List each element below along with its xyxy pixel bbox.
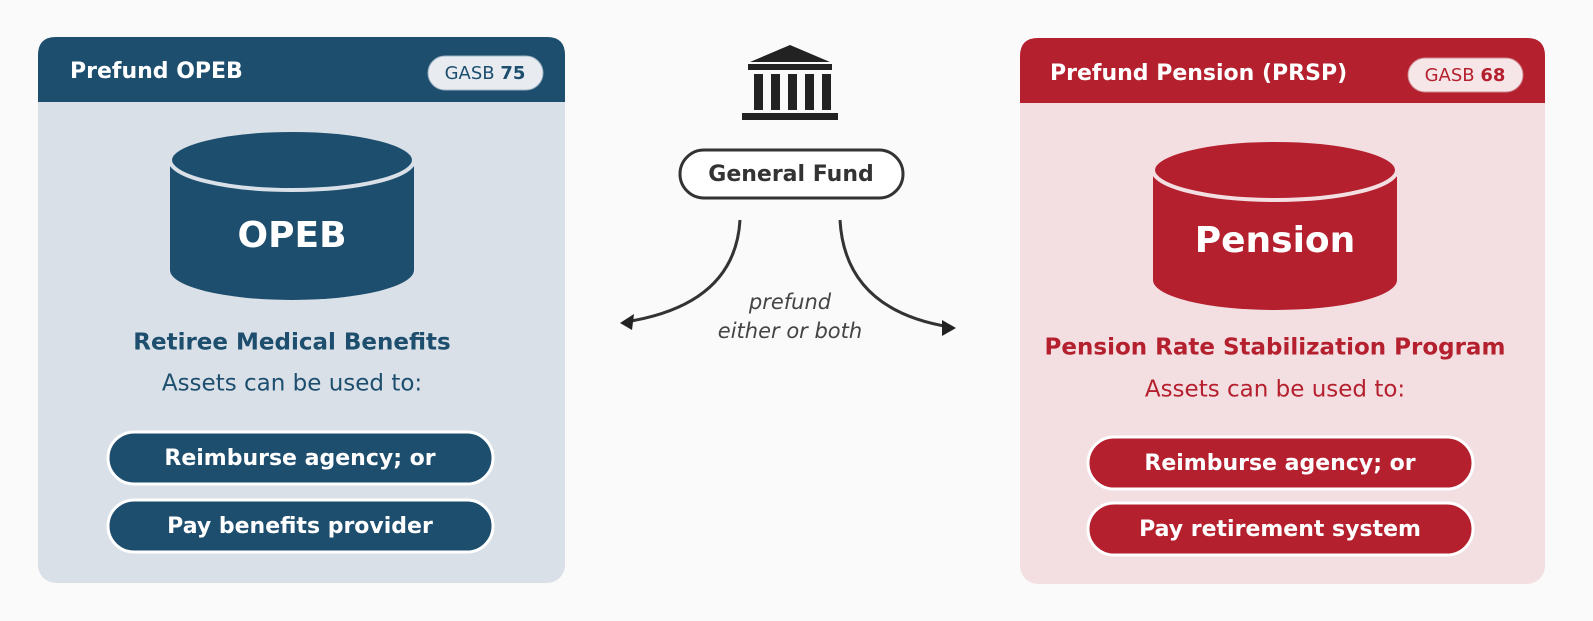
note-line: prefund	[748, 290, 832, 314]
panel-title: Prefund Pension (PRSP)	[1050, 61, 1347, 86]
drum-body	[1153, 170, 1397, 310]
intro: Assets can be used to:	[162, 371, 422, 397]
use-pill	[1086, 435, 1475, 491]
badge-prefix: GASB	[445, 63, 495, 84]
panel-title: Prefund OPEB	[70, 59, 243, 84]
use-text: Reimburse agency; or	[1144, 451, 1415, 476]
arrowhead	[942, 320, 956, 336]
badge-number: 75	[500, 63, 525, 84]
bank-base	[742, 113, 838, 120]
pension-panel: Prefund Pension (PRSP) GASB 68 Pension P…	[1020, 38, 1545, 584]
subtitle: Retiree Medical Benefits	[133, 330, 450, 356]
use-pill	[1086, 501, 1475, 557]
bank-column	[771, 74, 780, 110]
badge-text: GASB 75	[445, 63, 526, 84]
badge-number: 68	[1480, 65, 1505, 86]
bank-roof	[750, 45, 830, 62]
arrowhead	[620, 314, 634, 330]
drum-body	[170, 160, 414, 300]
use-text: Reimburse agency; or	[164, 446, 435, 471]
use-text: Pay benefits provider	[167, 514, 433, 539]
note-line: either or both	[718, 319, 862, 343]
opeb-panel: Prefund OPEB GASB 75 OPEB Retiree Medica…	[38, 37, 565, 583]
badge	[427, 55, 544, 91]
bank-beam	[748, 64, 832, 70]
use-pill	[106, 430, 495, 486]
badge	[1407, 57, 1524, 93]
subtitle: Pension Rate Stabilization Program	[1045, 335, 1506, 361]
general-fund: General Fund prefund either or both	[620, 45, 956, 343]
bank-column	[805, 74, 814, 110]
fund-pill	[678, 148, 905, 200]
drum-label: OPEB	[237, 215, 346, 256]
badge-prefix: GASB	[1425, 65, 1475, 86]
arrow-right	[838, 219, 951, 329]
drum-top	[1151, 138, 1399, 202]
bank-column	[822, 74, 831, 110]
use-text: Pay retirement system	[1139, 517, 1421, 542]
badge-text: GASB 68	[1425, 65, 1506, 86]
drum-top	[168, 128, 416, 192]
arrow-left	[624, 219, 742, 324]
bank-column	[788, 74, 797, 110]
use-pill	[106, 498, 495, 554]
bank-column	[754, 74, 763, 110]
drum-label: Pension	[1195, 220, 1356, 261]
fund-label: General Fund	[708, 162, 873, 187]
intro: Assets can be used to:	[1145, 377, 1405, 403]
